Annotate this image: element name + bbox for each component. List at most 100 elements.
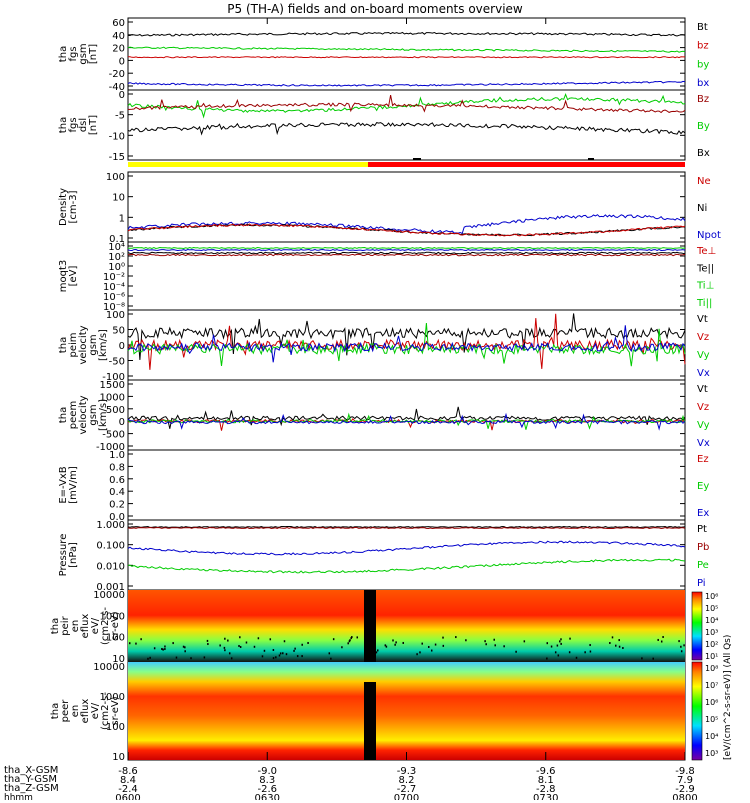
legend-label: Npot	[697, 230, 721, 241]
spectrogram-pixel	[493, 638, 495, 641]
legend-label: bz	[697, 41, 709, 52]
ylabel: thapeemvelocitygsm[km/s]	[58, 395, 109, 434]
spectrogram-pixel	[395, 641, 397, 644]
spectrogram-pixel	[442, 644, 445, 647]
colorbar-tick: 10⁴	[705, 616, 718, 625]
panel-frame	[127, 379, 686, 451]
spectrogram-pixel	[641, 657, 643, 660]
colorbar-ion	[691, 591, 703, 661]
ytick-label: 0.010	[96, 561, 125, 572]
spectrogram-pixel	[230, 657, 233, 660]
ytick-label: 0.0	[109, 512, 125, 523]
spectrogram-pixel	[182, 645, 185, 648]
legend-label: Pe	[697, 560, 709, 571]
ytick-label: 40	[112, 31, 125, 42]
spectrogram-pixel	[680, 645, 682, 648]
legend-label: Ne	[697, 176, 711, 187]
legend-label: Bz	[697, 94, 709, 105]
spectrogram-pixel	[485, 643, 487, 646]
ylabel-line: (cm2-s-	[100, 692, 111, 730]
ytick-label: 0.6	[109, 475, 125, 486]
spectrogram-pixel	[560, 638, 562, 641]
ytick-label: -1000	[96, 442, 125, 453]
colorbar-tick: 10⁶	[705, 698, 718, 707]
spectrogram-pixel	[556, 644, 559, 647]
spectrogram-pixel	[227, 639, 229, 642]
spectrogram-pixel	[575, 656, 578, 659]
colorbar-tick: 10⁷	[705, 681, 718, 690]
ytick-label: 10⁰	[108, 262, 125, 273]
spectrogram-pixel	[356, 636, 359, 639]
panel-pressure: 1.000 0.100 0.010 0.001 Pressure[nPa] Pt Pb Pe P…	[58, 519, 709, 593]
ytick-label: 100	[106, 310, 125, 321]
xaxis-value: -9.3	[397, 766, 417, 777]
xaxis-value: -2.7	[397, 784, 417, 795]
spectrogram-pixel	[622, 647, 624, 650]
ylabel-line: eflux	[80, 614, 91, 639]
spectrogram-pixel	[421, 642, 423, 645]
xaxis-value: -2.9	[675, 784, 695, 795]
ytick-label: 100	[106, 722, 125, 733]
legend-label: By	[697, 121, 710, 132]
ylabel-line: fgs	[68, 117, 79, 132]
colorbar-tick: 10⁸	[705, 664, 718, 673]
spectrogram-pixel	[223, 646, 226, 649]
xaxis-row-label-y: tha_Y-GSM	[4, 774, 58, 785]
ytick-label: 0	[119, 417, 125, 428]
spectrogram-pixel	[560, 642, 562, 645]
ylabel-line: tha	[58, 117, 69, 133]
ion-spectrogram	[128, 590, 685, 662]
ylabel: thapeirenefluxeV/(cm2-s-sr-eV)	[50, 607, 121, 645]
ytick-label: 10⁻²	[103, 272, 125, 283]
ytick-label: 0.001	[96, 582, 125, 593]
spectrogram-pixel	[161, 647, 163, 650]
spectrogram-pixel	[332, 638, 335, 641]
spectrogram-pixel	[427, 645, 430, 648]
xaxis-value: 8.4	[120, 775, 136, 786]
spectrogram-pixel	[224, 637, 226, 640]
ytick-label: 10	[112, 193, 125, 204]
xaxis-value: -8.6	[118, 766, 138, 777]
ylabel: E=-VxB[mV/m]	[58, 466, 79, 504]
ylabel-line: [nT]	[88, 44, 99, 64]
xaxis-value: -2.8	[536, 784, 556, 795]
series-Vx	[127, 325, 686, 363]
ytick-label: -500	[102, 430, 125, 441]
legend-label: Pb	[697, 542, 709, 553]
spectrogram-pixel	[330, 657, 332, 660]
series-Pt	[127, 525, 686, 529]
ytick-label: 0.1	[109, 234, 125, 245]
spectrogram-pixel	[683, 644, 685, 647]
ytick-label: 500	[106, 405, 125, 416]
spectrogram-pixel	[219, 644, 221, 647]
electron-spectrogram	[128, 662, 685, 760]
spectrogram-pixel	[402, 641, 404, 644]
spectrogram-pixel	[272, 648, 275, 651]
legend-label: Ti⊥	[696, 281, 714, 292]
ytick-label: -40	[109, 82, 125, 93]
ylabel-line: dsl	[78, 118, 89, 132]
series-Vx	[127, 412, 686, 431]
ylabel-line: peim	[68, 332, 79, 357]
spectrogram-pixel	[419, 651, 421, 654]
spectrogram-pixel	[257, 637, 260, 640]
spectrogram-pixel	[503, 645, 505, 648]
spectrogram-pixel	[392, 639, 394, 642]
legend-label: Vt	[697, 314, 708, 325]
spectrogram-pixel	[184, 646, 186, 649]
spectrogram-pixel	[341, 646, 343, 649]
spectrogram-pixel	[657, 638, 659, 641]
plot-title: P5 (TH-A) fields and on-board moments ov…	[227, 2, 523, 16]
xaxis-value: 0700	[394, 793, 419, 800]
spectrogram-pixel	[523, 640, 526, 643]
colorbar-tick: 10⁴	[705, 732, 718, 741]
xaxis-value: -9.0	[257, 766, 277, 777]
ytick-label: 0	[119, 90, 125, 101]
series-Npot	[127, 214, 686, 235]
ytick-label: 0.8	[109, 462, 125, 473]
spectrogram-pixel	[557, 654, 560, 657]
xaxis-value: 0600	[115, 793, 140, 800]
spectrogram-pixel	[149, 656, 151, 659]
xaxis-row-label-hhmm: hhmm	[4, 793, 33, 803]
spectrogram-pixel	[272, 657, 275, 660]
